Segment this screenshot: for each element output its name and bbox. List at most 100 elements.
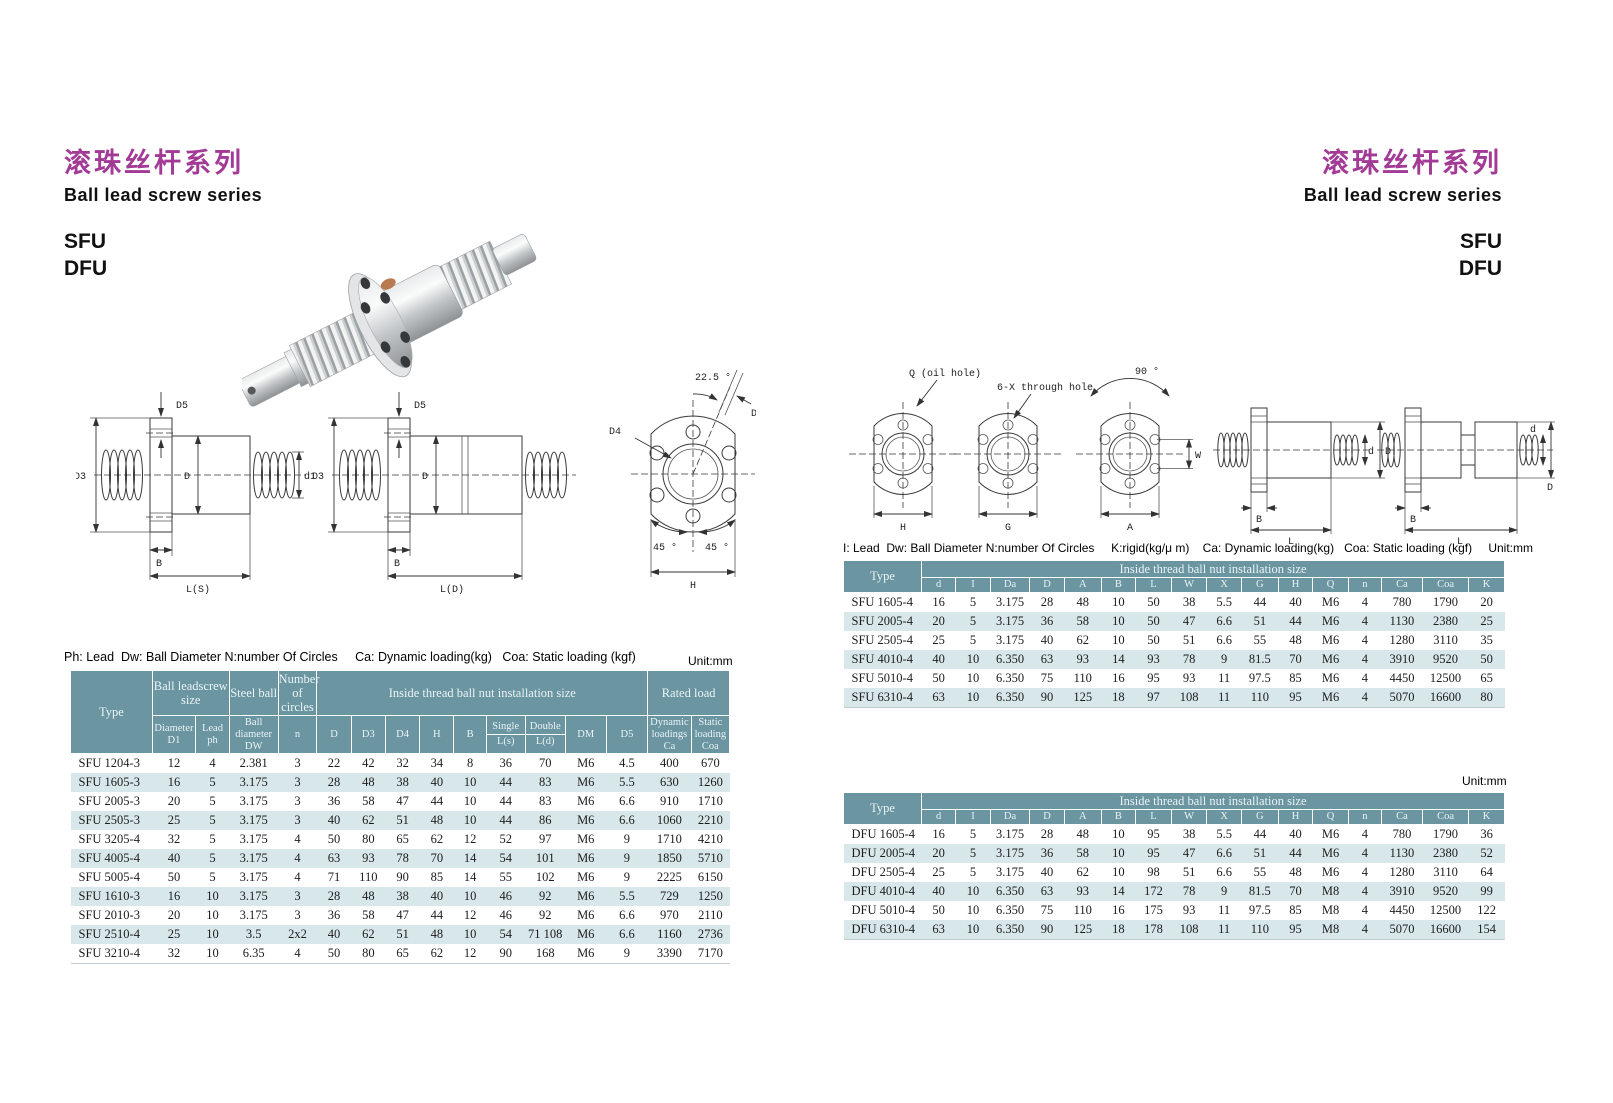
type-cell: SFU 2510-4 (78, 927, 140, 942)
table-cell: 46 (499, 908, 512, 923)
table-cell: 50 (1147, 632, 1160, 647)
table-cell: 108 (1179, 689, 1199, 704)
table-cell: 93 (1076, 883, 1089, 898)
header-row: Type Inside thread ball nut installation… (843, 560, 1505, 593)
table-row: SFU 3210-4 32 10 6.35 4 50 80 65 62 12 90 168 M6 9 339… (71, 944, 730, 964)
model-sfu: SFU (64, 230, 106, 253)
table-cell: 3.175 (995, 864, 1025, 879)
table-cell: 22 (327, 756, 341, 771)
table-cell: 80 (1480, 689, 1493, 704)
table-cell: M8 (1321, 921, 1340, 936)
table-cell: 62 (430, 832, 444, 847)
table-cell: 97 (1147, 689, 1160, 704)
table-cell: 95 (1147, 670, 1160, 685)
dim-label-d3: D3 (312, 472, 324, 483)
table-cell: 110 (1073, 670, 1092, 685)
table-cell: M6 (577, 756, 595, 771)
column-header: B (453, 714, 487, 755)
dim-label-d-small: d (1368, 446, 1374, 458)
column-header-inside: Inside thread ball nut installation size (921, 560, 1505, 578)
table-cell: 168 (535, 946, 555, 961)
table-cell: M6 (1321, 594, 1340, 609)
table-cell: 65 (1480, 670, 1493, 685)
type-cell: DFU 1605-4 (851, 826, 916, 841)
table-cell: M6 (577, 851, 595, 866)
table-cell: 70 (538, 756, 552, 771)
table-cell: 5710 (697, 851, 723, 866)
table-cell: 3.175 (239, 908, 268, 923)
table-cell: 4 (294, 870, 301, 885)
table-cell: 48 (1289, 632, 1302, 647)
table-cell: 729 (660, 889, 679, 904)
type-cell: SFU 1204-3 (78, 756, 140, 771)
table-cell: 2380 (1433, 613, 1459, 628)
model-dfu: DFU (1458, 257, 1502, 280)
table-cell: 4 (294, 851, 301, 866)
table-cell: 80 (362, 832, 375, 847)
column-header: L (1135, 577, 1172, 593)
table-cell: 12 (463, 832, 477, 847)
table-cell: 48 (362, 889, 375, 904)
table-cell: 40 (327, 927, 341, 942)
dim-label-b: B (1410, 515, 1416, 526)
table-cell: 48 (430, 927, 444, 942)
table-cell: 3390 (656, 946, 682, 961)
table-cell: 20 (167, 908, 181, 923)
table-cell: 10 (1112, 845, 1125, 860)
table-cell: 9520 (1433, 651, 1459, 666)
column-header: A (1063, 809, 1102, 825)
flange-view-a: 90 ° W A (1076, 366, 1201, 534)
table-cell: 75 (1040, 670, 1054, 685)
table-cell: 10 (1112, 613, 1125, 628)
column-header: H (1277, 577, 1314, 593)
table-cell: 16 (1112, 670, 1125, 685)
column-header-type: Type (70, 669, 153, 755)
table-cell: 63 (327, 851, 341, 866)
table-cell: 6.6 (619, 927, 635, 942)
table-cell: M6 (1321, 689, 1340, 704)
table-cell: 630 (660, 775, 679, 790)
table-cell: 6.6 (1216, 864, 1232, 879)
table-cell: 9 (1221, 883, 1228, 898)
table-cell: 5 (969, 594, 977, 609)
table-cell: 670 (700, 756, 720, 771)
table-cell: 970 (660, 908, 679, 923)
table-cell: 5 (969, 826, 977, 841)
table-row: DFU 1605-4 16 5 3.175 28 48 10 95 38 5.5 44 40 M6 4 78… (844, 824, 1505, 844)
table-cell: 6.6 (1216, 613, 1232, 628)
table-cell: 25 (1480, 613, 1493, 628)
table-cell: 58 (362, 908, 375, 923)
table-cell: 44 (1289, 845, 1302, 860)
column-header: A (1063, 577, 1102, 593)
column-header: Coa (1421, 809, 1470, 825)
table-cell: 5.5 (619, 775, 635, 790)
table-cell: 4 (1361, 883, 1369, 898)
table-cell: 75 (1040, 902, 1054, 917)
table-cell: 8 (467, 756, 474, 771)
table-cell: 3.175 (995, 594, 1025, 609)
dim-label-ls: L(S) (186, 584, 210, 596)
table-cell: 38 (1182, 826, 1196, 841)
table-row: DFU 2505-4 25 5 3.175 40 62 10 98 51 6.6 55 48 M6 4 12… (844, 863, 1505, 882)
column-header: H (419, 714, 455, 755)
table-cell: 40 (1289, 826, 1302, 841)
table-cell: 5 (969, 845, 977, 860)
table-cell: 36 (499, 756, 512, 771)
table-row: SFU 2510-4 25 10 3.5 2x2 40 62 51 48 10 54 71 108 M6… (70, 925, 730, 945)
header-row: Type Inside thread ball nut installation… (843, 792, 1505, 825)
table-cell: 47 (396, 908, 409, 923)
table-cell: 50 (327, 946, 341, 961)
table-cell: 95 (1147, 826, 1160, 841)
table-cell: 4 (1361, 613, 1369, 628)
type-cell: SFU 4010-4 (851, 651, 913, 666)
table-cell: 12500 (1429, 902, 1462, 917)
table-cell: 1130 (1389, 613, 1415, 628)
dim-label-a: A (1127, 523, 1133, 534)
table-cell: 50 (327, 832, 341, 847)
table-cell: 3110 (1433, 632, 1458, 647)
dim-label-ld: L(D) (440, 584, 464, 596)
table-cell: 54 (499, 927, 512, 942)
type-cell: DFU 6310-4 (851, 921, 916, 936)
table-cell: 47 (1182, 845, 1196, 860)
table-cell: 5.5 (619, 889, 635, 904)
